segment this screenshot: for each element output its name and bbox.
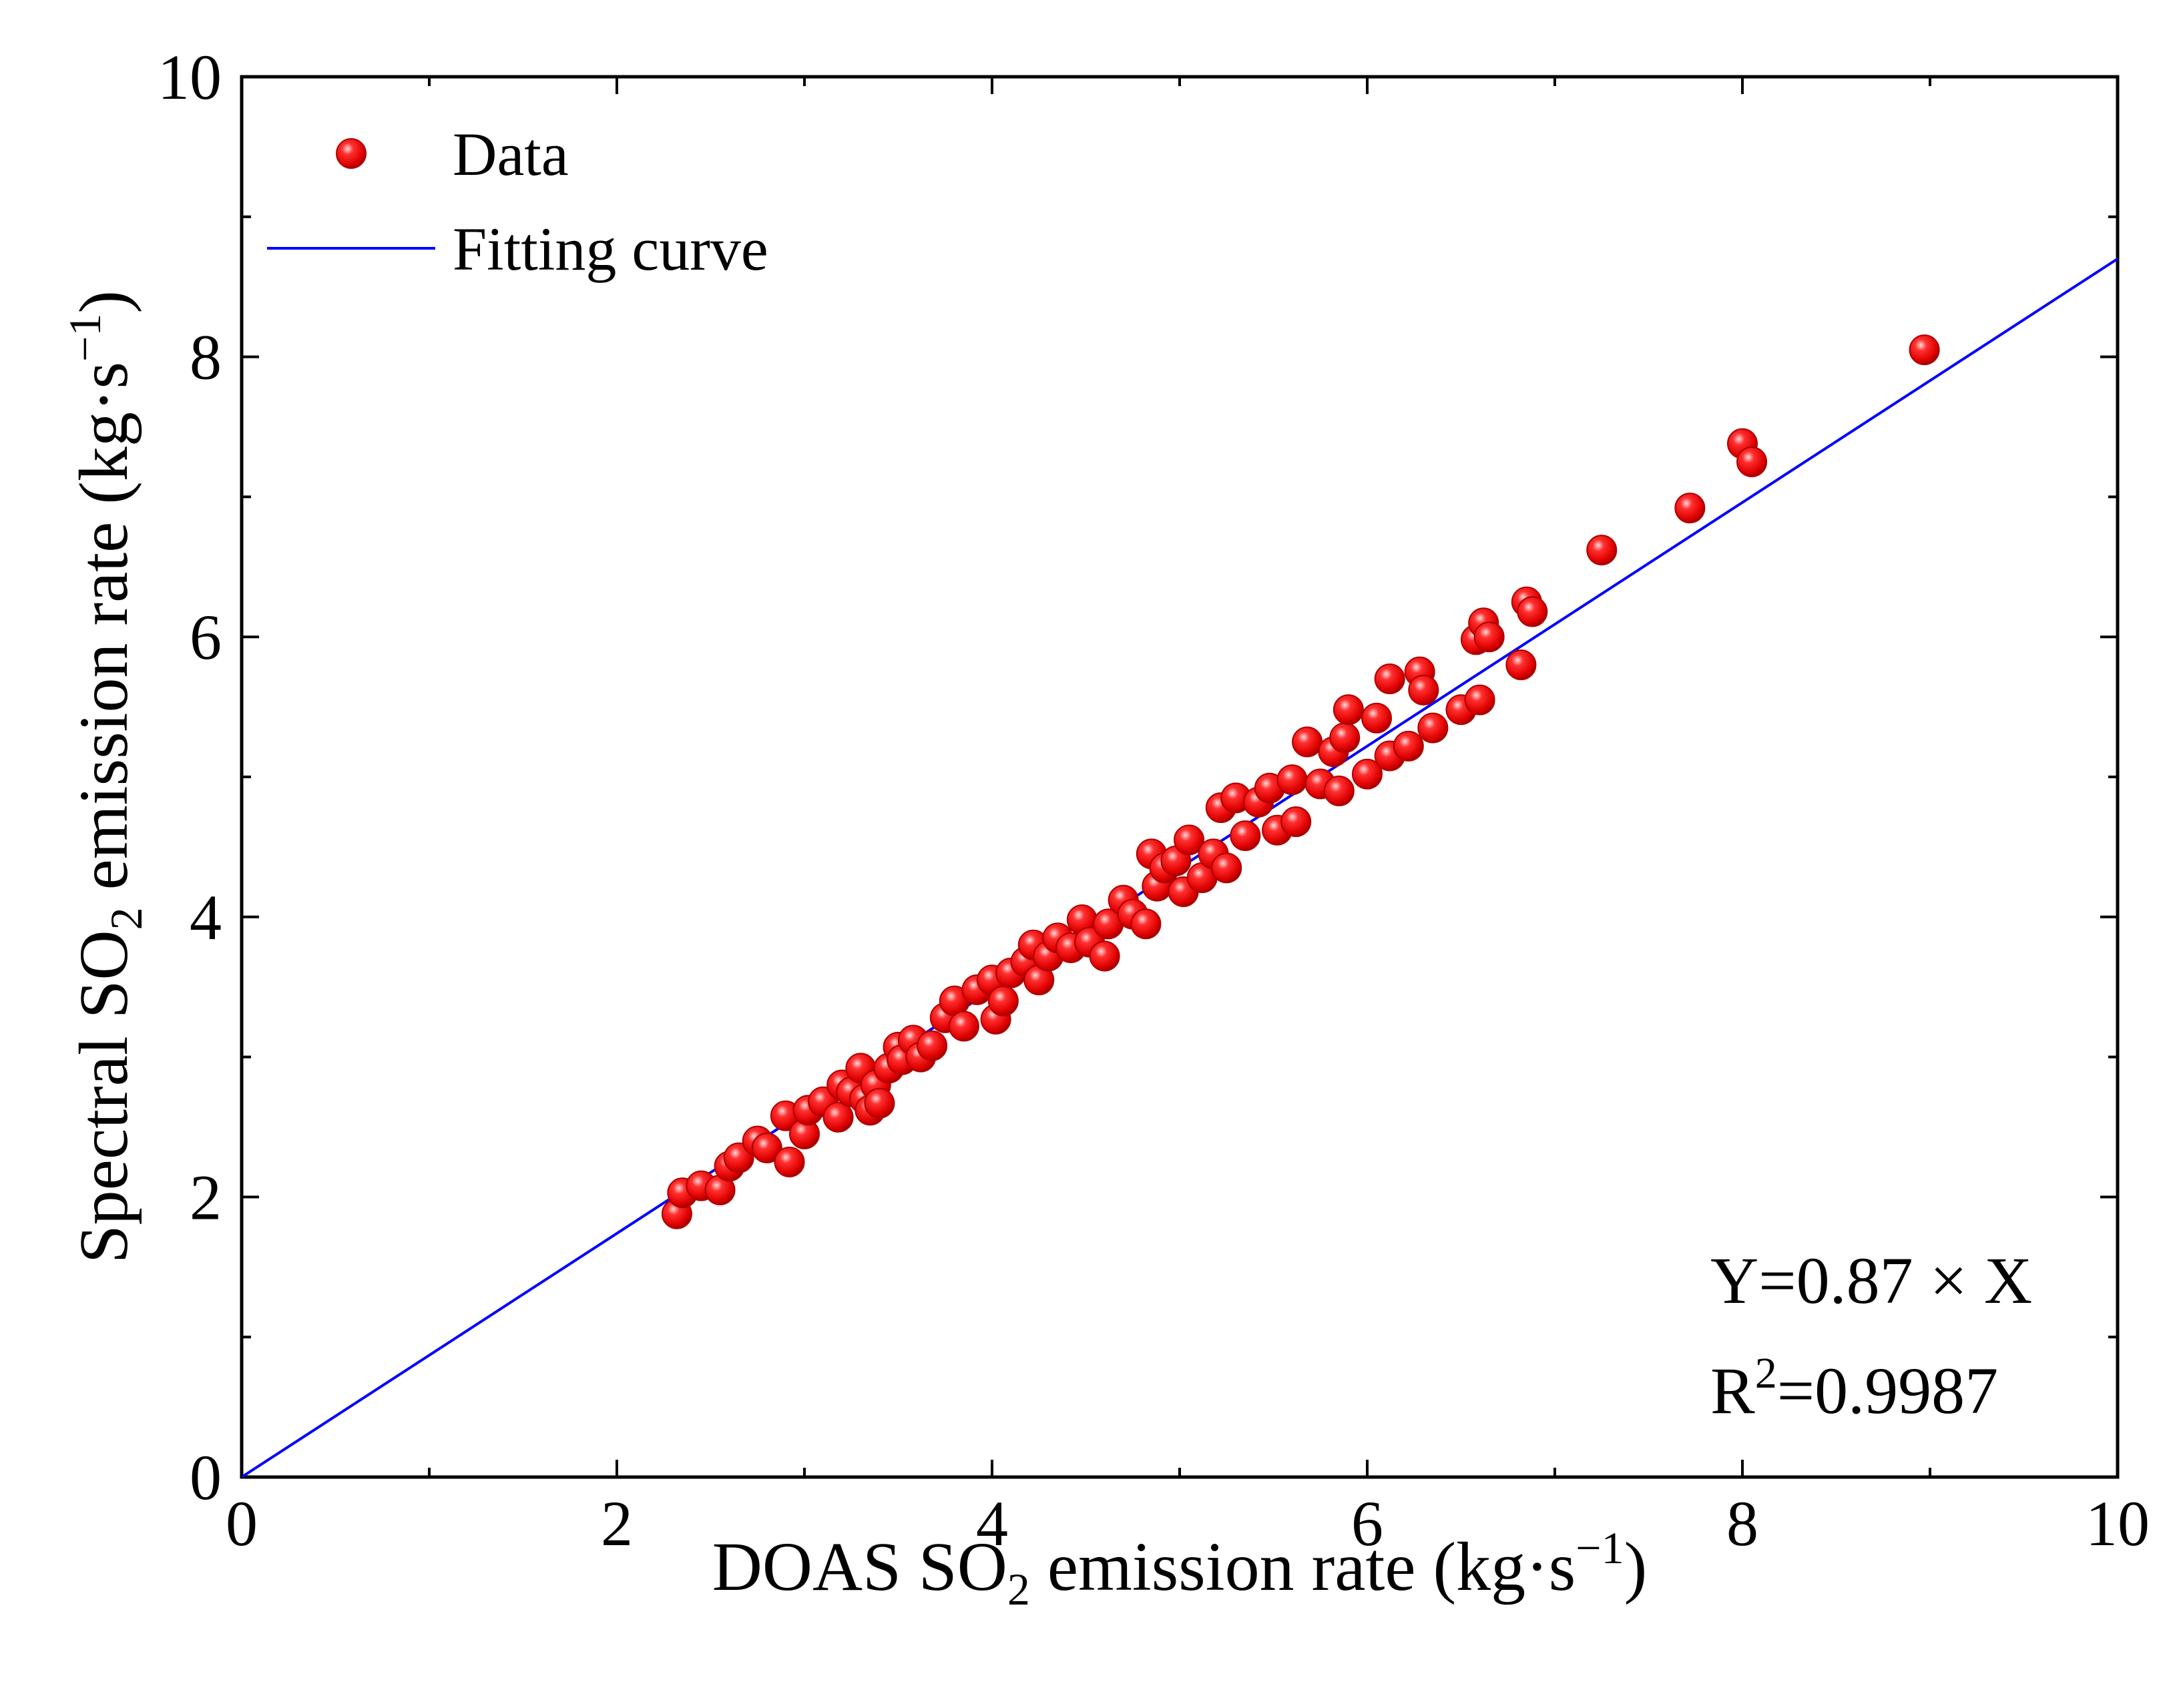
x-title-main: DOAS SO bbox=[712, 1528, 1007, 1605]
y-tick-label: 6 bbox=[190, 601, 222, 673]
x-tick-label: 4 bbox=[976, 1488, 1008, 1559]
x-tick-label: 0 bbox=[226, 1488, 258, 1559]
data-point bbox=[864, 1087, 895, 1119]
data-point bbox=[1333, 694, 1364, 726]
y-title-superscript: −1 bbox=[59, 314, 110, 362]
data-point bbox=[1292, 726, 1323, 758]
x-axis-title: DOAS SO2 emission rate (kg·s−1) bbox=[712, 1522, 1647, 1615]
y-title-tail: emission rate (kg·s bbox=[65, 362, 142, 907]
x-tick-label: 10 bbox=[2086, 1488, 2150, 1559]
data-point bbox=[917, 1030, 948, 1061]
data-point bbox=[1089, 940, 1120, 972]
y-tick-label: 4 bbox=[190, 882, 222, 953]
x-title-tail: emission rate (kg·s bbox=[1030, 1528, 1576, 1605]
data-point bbox=[1408, 674, 1439, 705]
data-point bbox=[1517, 596, 1548, 627]
y-axis-title: Spectral SO2 emission rate (kg·s−1) bbox=[59, 290, 152, 1263]
r-squared-annotation: R2=0.9987 bbox=[1710, 1349, 1998, 1428]
legend-data-label: Data bbox=[453, 120, 569, 188]
data-point bbox=[1174, 824, 1205, 856]
data-point bbox=[1130, 908, 1162, 940]
data-point bbox=[774, 1146, 805, 1177]
data-point bbox=[1464, 684, 1495, 716]
y-tick-label: 0 bbox=[190, 1442, 222, 1513]
x-tick-label: 6 bbox=[1351, 1488, 1383, 1559]
y-title-main: Spectral SO bbox=[65, 930, 142, 1263]
data-point bbox=[751, 1132, 782, 1163]
data-point bbox=[1417, 712, 1449, 744]
r2-prefix: R bbox=[1710, 1354, 1755, 1428]
legend-fit-label: Fitting curve bbox=[453, 215, 768, 283]
y-tick-label: 10 bbox=[158, 41, 222, 113]
data-point bbox=[1374, 663, 1405, 695]
x-title-close: ) bbox=[1624, 1528, 1648, 1605]
x-tick-label: 8 bbox=[1726, 1488, 1758, 1559]
data-point bbox=[1329, 722, 1361, 754]
data-point bbox=[987, 985, 1019, 1017]
data-point bbox=[1393, 730, 1424, 762]
data-point bbox=[1736, 446, 1768, 477]
x-title-superscript: −1 bbox=[1576, 1522, 1624, 1573]
data-point bbox=[1352, 758, 1383, 790]
data-point bbox=[1276, 764, 1308, 796]
r2-superscript: 2 bbox=[1755, 1349, 1777, 1398]
y-tick-label: 8 bbox=[190, 322, 222, 393]
y-title-close: ) bbox=[65, 290, 142, 314]
y-tick-label: 2 bbox=[190, 1161, 222, 1233]
data-point bbox=[1473, 621, 1505, 653]
data-point bbox=[1323, 775, 1355, 806]
x-title-subscript: 2 bbox=[1007, 1564, 1030, 1615]
legend-data-marker bbox=[336, 138, 367, 169]
legend: Data Fitting curve bbox=[267, 120, 768, 283]
data-point bbox=[1230, 820, 1261, 852]
x-tick-label: 2 bbox=[601, 1488, 633, 1559]
data-point bbox=[1361, 702, 1393, 734]
data-point bbox=[1505, 649, 1537, 681]
data-point bbox=[1211, 852, 1242, 884]
y-title-subscript: 2 bbox=[101, 907, 152, 930]
equation-annotation: Y=0.87 × X bbox=[1710, 1243, 2032, 1318]
data-points bbox=[661, 334, 1940, 1229]
data-point bbox=[1280, 806, 1312, 838]
axis-ticks: 0 2 4 6 8 10 0 2 4 6 8 10 bbox=[158, 41, 2150, 1559]
r2-value: =0.9987 bbox=[1777, 1354, 1998, 1428]
data-point bbox=[948, 1011, 979, 1042]
data-point bbox=[1909, 334, 1940, 366]
data-point bbox=[1586, 535, 1618, 566]
data-point bbox=[1674, 493, 1706, 524]
data-point bbox=[822, 1101, 854, 1133]
